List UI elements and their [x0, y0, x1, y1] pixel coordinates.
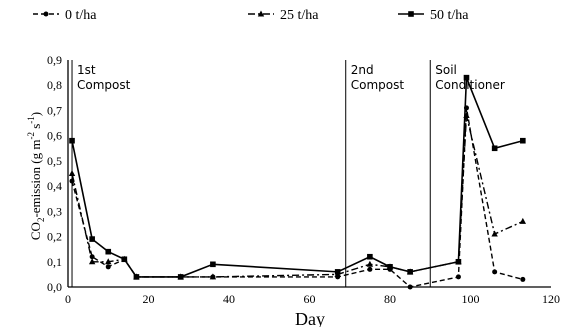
event-label: Compost — [351, 78, 405, 92]
marker-square — [210, 261, 216, 268]
y-tick-label: 0,2 — [47, 230, 62, 244]
y-tick-label: 0,9 — [47, 53, 62, 67]
marker-circle — [455, 274, 461, 280]
legend-label: 25 t/ha — [280, 8, 319, 23]
y-tick-label: 0,5 — [47, 154, 62, 168]
x-tick-label: 0 — [65, 292, 71, 306]
legend-item: 0 t/ha — [33, 8, 97, 23]
legend: 0 t/ha 25 t/ha 50 t/ha — [33, 8, 469, 23]
marker-square — [455, 258, 462, 265]
y-axis-label: CO2-emission (g m-2 s-1) — [26, 112, 46, 240]
series-triangle — [68, 111, 527, 280]
y-tick-labels: 0,0 0,1 0,2 0,3 0,4 0,5 0,6 0,7 0,8 0,9 — [47, 53, 62, 294]
x-tick-label: 100 — [462, 292, 480, 306]
marker-square — [133, 274, 140, 280]
marker-square — [334, 269, 341, 275]
plot-frame — [67, 60, 551, 288]
series-line — [71, 107, 524, 288]
legend-item: 50 t/ha — [398, 8, 469, 23]
marker-square — [69, 137, 75, 144]
legend-item: 25 t/ha — [248, 8, 319, 23]
legend-label: 50 t/ha — [430, 8, 469, 23]
marker-circle — [367, 266, 373, 272]
marker-square — [121, 256, 128, 263]
x-tick-label: 40 — [223, 292, 235, 306]
marker-square — [367, 253, 373, 260]
y-tick-label: 0,4 — [47, 179, 62, 193]
marker-square — [463, 74, 470, 81]
y-tick-label: 0,8 — [47, 78, 62, 92]
marker-circle — [407, 284, 413, 290]
series-line — [71, 77, 524, 278]
series-group — [68, 74, 527, 290]
marker-triangle — [105, 258, 112, 265]
y-tick-label: 0,6 — [47, 129, 62, 143]
legend-label: 0 t/ha — [65, 8, 97, 23]
marker-square — [89, 236, 95, 242]
marker-triangle — [257, 10, 265, 17]
marker-circle — [520, 276, 526, 282]
marker-triangle — [491, 230, 498, 237]
marker-square — [177, 274, 184, 280]
marker-triangle — [209, 273, 217, 280]
y-tick-label: 0,0 — [47, 280, 62, 294]
x-tick-label: 80 — [384, 292, 396, 306]
event-label: 2nd — [351, 63, 374, 77]
marker-square — [105, 248, 112, 255]
x-tick-label: 60 — [304, 292, 316, 306]
y-tick-label: 0,1 — [47, 255, 62, 269]
marker-circle — [43, 11, 49, 17]
x-tick-labels: 0 20 40 60 80 100 120 — [65, 292, 560, 306]
event-label: Compost — [77, 78, 131, 92]
marker-square — [408, 11, 414, 17]
marker-square — [520, 137, 526, 144]
marker-triangle — [519, 217, 527, 224]
y-tick-label: 0,7 — [47, 103, 62, 117]
marker-square — [407, 269, 413, 275]
marker-circle — [105, 264, 111, 270]
marker-square — [491, 145, 498, 152]
x-tick-label: 20 — [143, 292, 155, 306]
event-label: 1st — [77, 63, 96, 77]
marker-square — [387, 264, 393, 270]
y-tick-label: 0,3 — [47, 204, 62, 218]
marker-triangle — [88, 258, 96, 265]
series-square — [69, 74, 526, 280]
x-axis-label: Day — [295, 309, 325, 327]
marker-triangle — [366, 260, 374, 267]
marker-triangle — [68, 170, 76, 176]
event-label: Soil — [435, 63, 457, 77]
x-tick-label: 120 — [542, 292, 560, 306]
series-line — [71, 115, 524, 278]
marker-circle — [492, 269, 498, 275]
event-lines — [71, 60, 431, 287]
